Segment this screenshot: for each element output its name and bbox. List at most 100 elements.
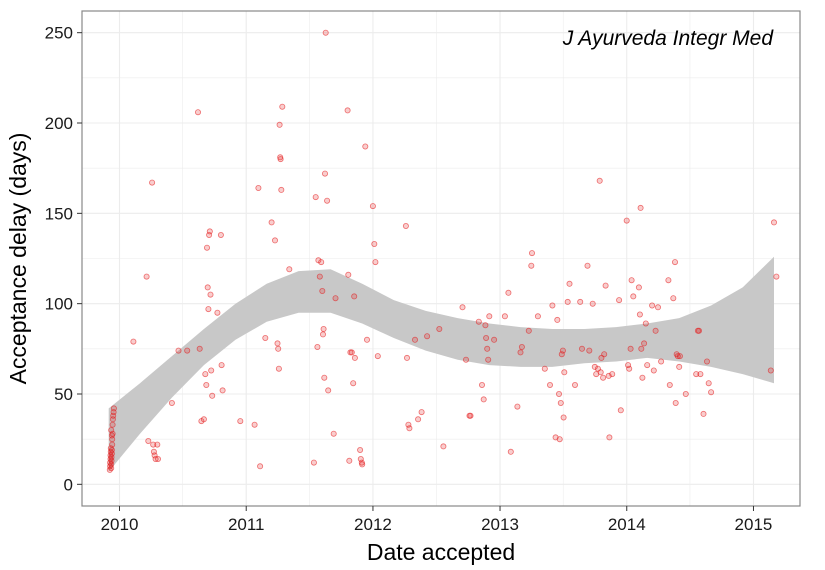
data-point [278, 186, 285, 193]
data-point [321, 170, 328, 177]
data-point [652, 327, 659, 334]
data-point [202, 371, 209, 378]
data-point [403, 354, 410, 361]
data-point [564, 298, 571, 305]
y-tick-label: 100 [45, 295, 73, 314]
data-point [682, 390, 689, 397]
plot-panel-border [81, 10, 801, 507]
data-point [205, 306, 212, 313]
data-point [357, 446, 364, 453]
data-point [275, 365, 282, 372]
data-point [597, 369, 604, 376]
data-point [486, 313, 493, 320]
data-point [257, 463, 264, 470]
data-point [467, 412, 474, 419]
data-point [276, 121, 283, 128]
data-point [584, 262, 591, 269]
data-point [561, 369, 568, 376]
x-tick-label: 2010 [101, 515, 139, 534]
data-point [214, 309, 221, 316]
data-point [268, 219, 275, 226]
data-point [320, 325, 327, 332]
data-point [616, 297, 623, 304]
data-point [325, 387, 332, 394]
data-point [108, 427, 115, 434]
data-point [628, 277, 635, 284]
data-point [708, 389, 715, 396]
data-point [109, 441, 116, 448]
data-point [478, 381, 485, 388]
y-tick-label: 0 [64, 475, 73, 494]
data-point [262, 334, 269, 341]
data-point [363, 336, 370, 343]
data-point [209, 392, 216, 399]
data-point [274, 340, 281, 347]
y-tick-label: 250 [45, 24, 73, 43]
data-point [672, 259, 679, 266]
data-point [507, 448, 514, 455]
y-tick-label: 200 [45, 114, 73, 133]
data-point [459, 304, 466, 311]
data-point [286, 266, 293, 273]
data-point [483, 334, 490, 341]
y-tick-label: 150 [45, 204, 73, 223]
data-point [557, 399, 564, 406]
data-point [649, 302, 656, 309]
data-point [630, 293, 637, 300]
data-point [666, 381, 673, 388]
data-point [501, 313, 508, 320]
data-point [577, 298, 584, 305]
data-point [418, 409, 425, 416]
data-point [312, 194, 319, 201]
data-point [130, 338, 137, 345]
data-point [184, 347, 191, 354]
data-point [658, 358, 665, 365]
data-point [596, 177, 603, 184]
data-point [149, 179, 156, 186]
data-point [556, 390, 563, 397]
data-point [560, 414, 567, 421]
data-point [168, 399, 175, 406]
data-point [440, 443, 447, 450]
data-point [541, 365, 548, 372]
data-point [617, 407, 624, 414]
data-point [175, 347, 182, 354]
axes: 0 50 100 150 200 250 2010 2011 2012 2013 2014 2015 [45, 24, 773, 534]
data-point [600, 374, 607, 381]
data-point [143, 273, 150, 280]
data-point [345, 271, 352, 278]
data-point [642, 320, 649, 327]
data-point [344, 107, 351, 114]
data-point [371, 240, 378, 247]
data-point [207, 291, 214, 298]
data-point [589, 300, 596, 307]
data-point [639, 374, 646, 381]
data-point [374, 353, 381, 360]
data-point [206, 228, 213, 235]
data-point [655, 304, 662, 311]
data-point [591, 363, 598, 370]
data-point [316, 273, 323, 280]
data-points [106, 29, 780, 473]
data-point [324, 197, 331, 204]
data-point [200, 416, 207, 423]
data-point [372, 259, 379, 266]
data-point [674, 353, 681, 360]
journal-annotation: J Ayurveda Integr Med [562, 27, 775, 50]
data-point [204, 284, 211, 291]
data-point [194, 109, 201, 116]
data-point [609, 371, 616, 378]
data-point [767, 367, 774, 374]
data-point [505, 289, 512, 296]
grid-lines [82, 11, 800, 506]
data-point [196, 345, 203, 352]
data-point [402, 222, 409, 229]
data-point [482, 322, 489, 329]
data-point [549, 302, 556, 309]
data-point [411, 336, 418, 343]
data-point [705, 380, 712, 387]
data-point [771, 219, 778, 226]
data-point [525, 327, 532, 334]
data-point [150, 441, 157, 448]
data-point [330, 430, 337, 437]
